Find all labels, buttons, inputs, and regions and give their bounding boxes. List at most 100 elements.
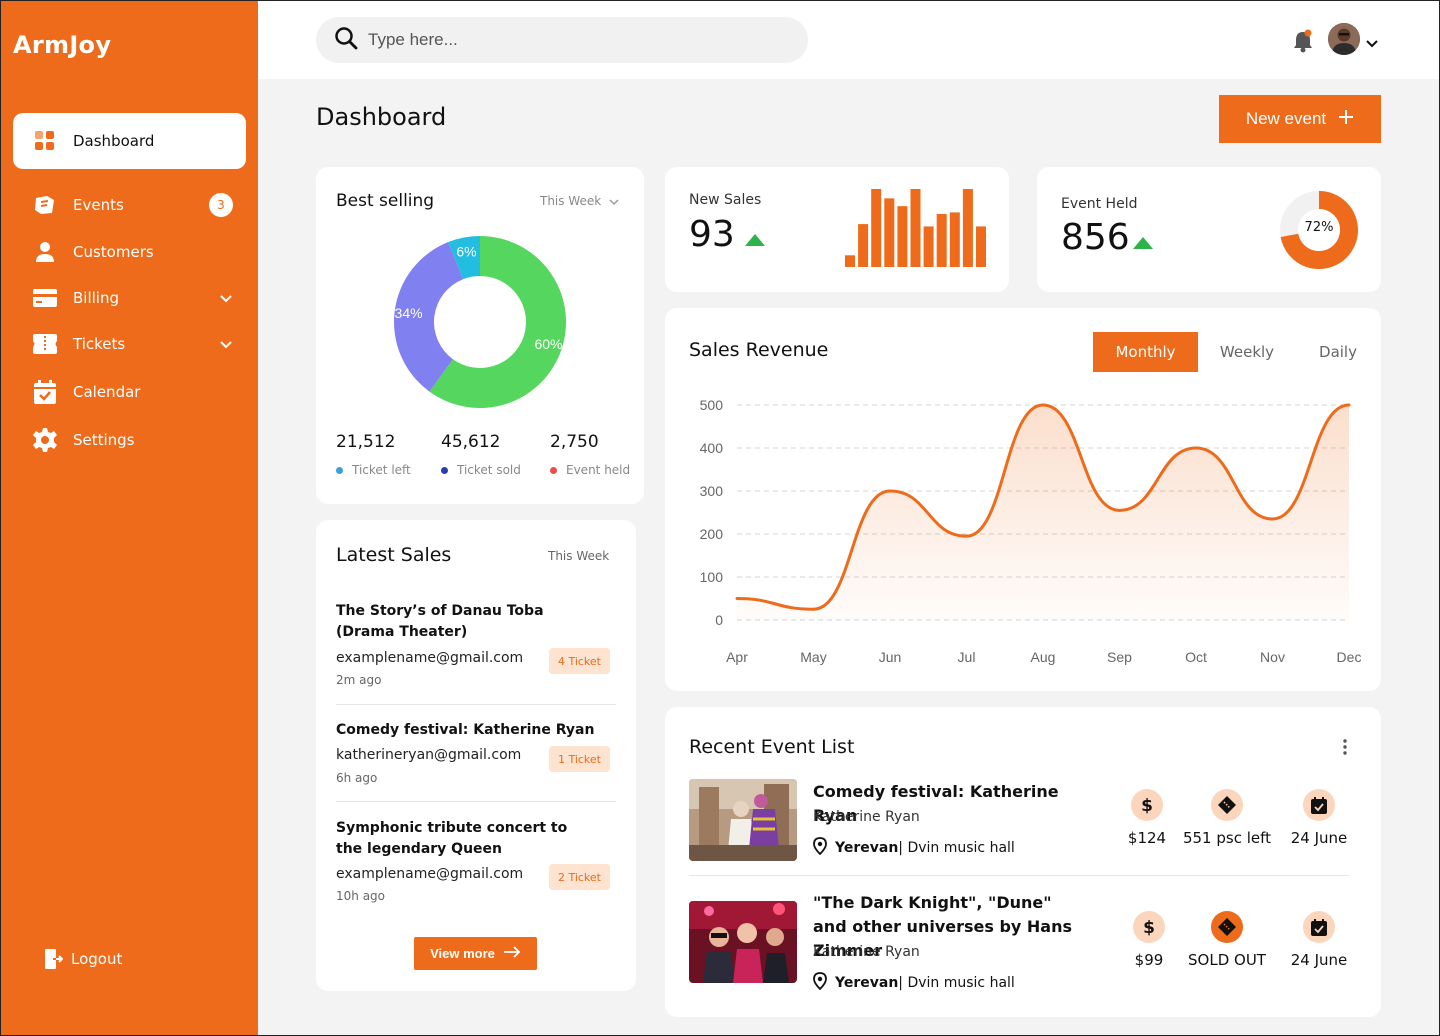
ticket-count-badge: 1 Ticket [548, 746, 610, 772]
sidebar-item-customers[interactable]: Customers [13, 230, 246, 274]
divider [336, 801, 616, 802]
x-tick-label: Aug [1031, 649, 1056, 665]
revenue-point [812, 607, 815, 611]
y-tick-label: 400 [700, 440, 724, 456]
dashboard-grid-icon [33, 129, 57, 153]
sale-title[interactable]: Symphonic tribute concert to the legenda… [336, 820, 568, 857]
tab-weekly[interactable]: Weekly [1219, 343, 1275, 361]
sidebar-item-billing[interactable]: Billing [13, 276, 246, 320]
dollar-icon: $ [1133, 911, 1165, 943]
sale-email: katherineryan@gmail.com [336, 747, 522, 763]
more-options-icon[interactable] [1343, 739, 1347, 759]
tab-monthly[interactable]: Monthly [1093, 332, 1198, 372]
event-venue: | Dvin music hall [898, 840, 1015, 856]
y-tick-label: 0 [715, 612, 723, 628]
event-held-percent: 72% [1304, 220, 1334, 235]
event-availability: SOLD OUT [1188, 951, 1266, 969]
event-thumbnail[interactable] [689, 779, 797, 861]
svg-text:$: $ [1141, 796, 1153, 815]
view-more-button[interactable]: View more [414, 937, 537, 970]
mini-bar [897, 206, 908, 267]
sidebar-item-calendar[interactable]: Calendar [13, 370, 246, 414]
stat-event-held: 2,750 [550, 432, 599, 452]
sidebar-item-label: Tickets [73, 335, 126, 353]
donut-slice-label: 60% [534, 336, 562, 352]
bell-icon[interactable] [1292, 29, 1314, 57]
ring-progress [1280, 191, 1358, 269]
sale-title[interactable]: The Story’s of Danau Toba (Drama Theater… [336, 603, 544, 640]
chevron-down-icon[interactable] [1366, 33, 1378, 52]
ring-center [1298, 209, 1340, 251]
sidebar: ArmJoy Dashboard Events 3 Customers Bil [1, 1, 258, 1035]
card-title: Recent Event List [689, 736, 855, 758]
event-city: Yerevan [835, 975, 899, 991]
card-label: Event Held [1061, 196, 1138, 212]
logout-button[interactable]: Logout [45, 949, 122, 969]
latest-sales-card: Latest Sales This Week The Story’s of Da… [316, 520, 636, 991]
sale-title[interactable]: Comedy festival: Katherine Ryan [336, 722, 595, 738]
legend-ticket-sold: Ticket sold [441, 463, 521, 477]
mini-bar [845, 255, 855, 267]
legend-dot [550, 466, 557, 474]
credit-card-icon [33, 286, 57, 310]
mini-bar [936, 213, 947, 267]
y-tick-label: 300 [700, 483, 724, 499]
revenue-point [1041, 403, 1045, 407]
chevron-down-icon[interactable] [220, 289, 232, 307]
sales-revenue-line-chart: 0 100 200 300 400 500 Apr May Jun Jul Aug Sep Oct Nov… [700, 397, 1362, 665]
trend-up-icon [745, 231, 765, 250]
events-icon [33, 193, 57, 217]
sidebar-item-label: Dashboard [73, 132, 155, 150]
chevron-down-icon[interactable] [220, 335, 232, 353]
search-input[interactable] [368, 30, 768, 50]
event-price: $124 [1127, 829, 1167, 847]
period-label[interactable]: This Week [548, 549, 610, 563]
ticket-icon [1211, 789, 1243, 821]
revenue-area [737, 405, 1349, 620]
sidebar-item-label: Customers [73, 243, 154, 261]
new-sales-bar-chart [845, 189, 986, 267]
sidebar-item-events[interactable]: Events 3 [13, 183, 246, 227]
recent-events-card: Recent Event List Comedy festival: Kathe… [665, 707, 1381, 1017]
user-icon [33, 240, 57, 264]
revenue-point [1271, 517, 1274, 521]
sidebar-item-tickets[interactable]: Tickets [13, 322, 246, 366]
new-sales-value: 93 [689, 214, 735, 255]
event-price: $99 [1134, 951, 1164, 969]
avatar[interactable] [1328, 23, 1360, 55]
event-thumbnail[interactable] [689, 901, 797, 983]
period-select[interactable]: This Week [540, 191, 619, 210]
event-held-card: Event Held 856 72% [1037, 167, 1381, 292]
app-logo: ArmJoy [13, 31, 112, 59]
ticket-icon [1211, 911, 1243, 943]
sale-email: examplename@gmail.com [336, 866, 524, 882]
sidebar-item-dashboard[interactable]: Dashboard [13, 113, 246, 169]
donut-slice-label: 34% [395, 305, 423, 321]
svg-text:$: $ [1143, 918, 1155, 937]
logout-icon [45, 949, 63, 969]
gear-icon [33, 428, 57, 452]
card-title: Best selling [336, 191, 435, 211]
stat-ticket-left: 21,512 [336, 432, 396, 452]
card-title: Latest Sales [336, 544, 452, 566]
card-title: Sales Revenue [689, 339, 829, 361]
legend-label: Ticket sold [457, 463, 521, 477]
sidebar-item-settings[interactable]: Settings [13, 418, 246, 462]
tab-daily[interactable]: Daily [1319, 343, 1357, 361]
event-title[interactable]: "The Dark Knight", "Dune" and other univ… [813, 893, 1073, 960]
revenue-point [735, 597, 739, 600]
sidebar-item-label: Calendar [73, 383, 141, 401]
event-title[interactable]: Comedy festival: Katherine Ryan [813, 782, 1059, 825]
event-date: 24 June [1290, 829, 1348, 847]
mini-bar [871, 189, 882, 267]
new-event-button[interactable]: New event [1219, 95, 1381, 143]
revenue-point [965, 534, 968, 538]
ticket-count-badge: 4 Ticket [548, 648, 610, 674]
mini-bar [949, 212, 960, 267]
best-selling-card: Best selling This Week 60% 34% 6% 21,512 4… [316, 167, 644, 504]
sidebar-item-label: Settings [73, 431, 135, 449]
revenue-point [1118, 508, 1121, 512]
sale-email: examplename@gmail.com [336, 650, 524, 666]
mini-bar [858, 224, 869, 267]
search-bar[interactable] [316, 17, 808, 63]
